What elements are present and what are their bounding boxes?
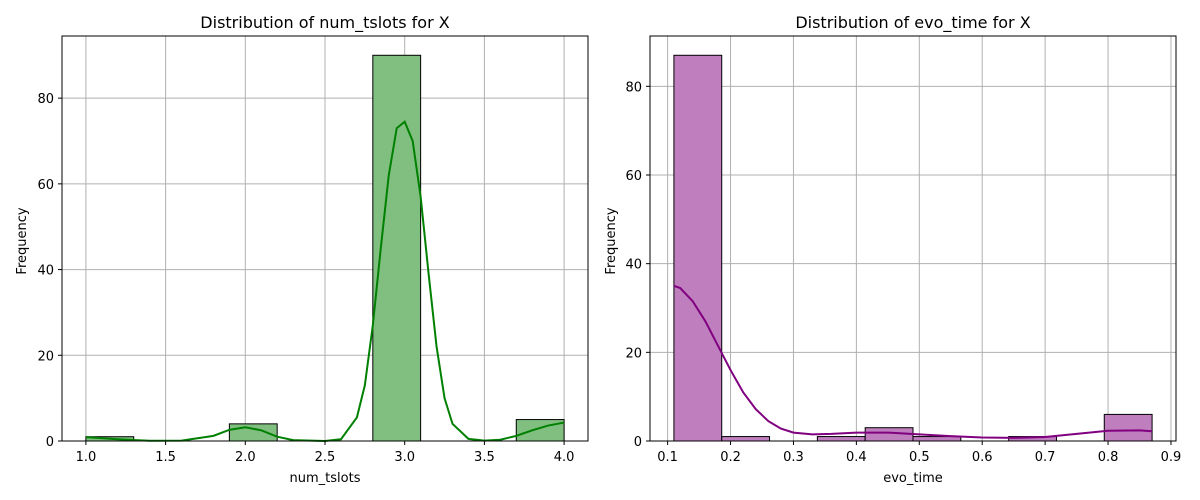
x-tick-label: 0.8 [1098, 450, 1119, 465]
x-tick-label: 0.1 [657, 450, 678, 465]
x-tick-label: 0.6 [972, 450, 993, 465]
y-ticks: 0 20 40 60 80 [37, 92, 62, 450]
x-tick-label: 0.4 [846, 450, 867, 465]
kde-line [85, 120, 565, 443]
num-tslots-histogram: Distribution of num_tslots for X num_tsl… [15, 13, 589, 486]
y-tick-label: 20 [37, 349, 54, 364]
y-tick-label: 0 [634, 435, 642, 450]
kde-curve [85, 120, 565, 443]
kde-line [673, 284, 1153, 439]
x-tick-label: 4.0 [554, 450, 575, 465]
x-tick-label: 0.2 [720, 450, 741, 465]
x-tick-label: 3.0 [394, 450, 415, 465]
y-tick-label: 20 [625, 346, 642, 361]
x-ticks: 0.1 0.2 0.3 0.4 0.5 0.6 0.7 0.8 0.9 [657, 441, 1181, 465]
histogram-bar [1103, 413, 1153, 442]
x-ticks: 1.0 1.5 2.0 2.5 3.0 3.5 4.0 [76, 441, 575, 465]
histogram-bar [673, 54, 723, 442]
histogram-bar [721, 436, 771, 442]
x-tick-label: 0.9 [1161, 450, 1182, 465]
histogram-bar [515, 419, 565, 442]
y-tick-label: 40 [37, 264, 54, 279]
evo-time-histogram: Distribution of evo_time for X evo_time … [604, 13, 1181, 486]
chart-title: Distribution of evo_time for X [795, 13, 1030, 33]
y-tick-label: 80 [37, 92, 54, 107]
y-tick-label: 60 [625, 169, 642, 184]
histogram-bar [816, 436, 866, 442]
x-tick-label: 0.3 [783, 450, 804, 465]
y-axis-label: Frequency [604, 207, 619, 274]
x-tick-label: 2.5 [315, 450, 336, 465]
y-tick-label: 80 [625, 80, 642, 95]
x-tick-label: 0.5 [909, 450, 930, 465]
plot-frame [649, 35, 1177, 442]
x-axis-label: evo_time [883, 471, 943, 486]
y-tick-label: 60 [37, 178, 54, 193]
x-tick-label: 1.0 [76, 450, 97, 465]
y-axis-label: Frequency [15, 207, 30, 274]
histogram-bars [673, 54, 1153, 442]
x-tick-label: 1.5 [155, 450, 176, 465]
x-tick-label: 2.0 [235, 450, 256, 465]
x-tick-label: 3.5 [474, 450, 495, 465]
y-ticks: 0 20 40 60 80 [625, 80, 650, 450]
x-tick-label: 0.7 [1035, 450, 1056, 465]
histogram-bar [228, 423, 278, 442]
chart-title: Distribution of num_tslots for X [200, 13, 449, 33]
y-tick-label: 40 [625, 258, 642, 273]
x-axis-label: num_tslots [290, 471, 361, 486]
y-tick-label: 0 [46, 435, 54, 450]
histogram-bars [85, 54, 565, 442]
kde-curve [673, 284, 1153, 439]
